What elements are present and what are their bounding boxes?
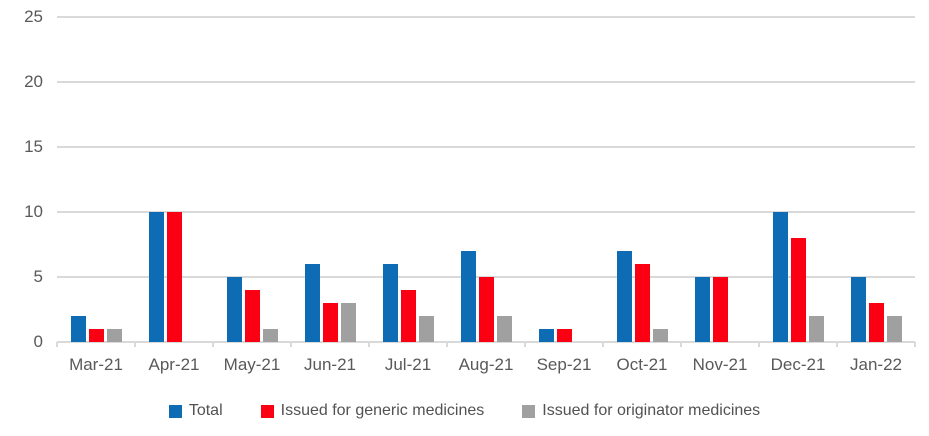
x-axis-category-label-nov-21: Nov-21 bbox=[692, 355, 748, 374]
bar-issued-aug-21 bbox=[478, 277, 494, 342]
bar-issued-mar-21 bbox=[106, 329, 122, 342]
legend-item-total: Total bbox=[168, 402, 223, 420]
y-axis-tick-label-25: 25 bbox=[24, 7, 43, 26]
legend-swatch-issued-icon bbox=[522, 404, 536, 418]
x-axis-category-label-jun-21: Jun-21 bbox=[304, 355, 356, 374]
x-axis-category-label-dec-21: Dec-21 bbox=[770, 355, 826, 374]
bar-issued-dec-21 bbox=[790, 238, 806, 342]
bar-total-may-21 bbox=[226, 277, 242, 342]
bar-total-oct-21 bbox=[616, 251, 632, 342]
x-axis-category-label-oct-21: Oct-21 bbox=[616, 355, 668, 374]
x-axis-tick bbox=[836, 342, 838, 347]
y-axis-tick-label-5: 5 bbox=[33, 267, 43, 286]
x-axis-category-label-may-21: May-21 bbox=[223, 355, 281, 374]
x-axis-tick bbox=[134, 342, 136, 347]
legend-label-issued-for-originator-medicines: Issued for originator medicines bbox=[542, 402, 761, 419]
x-axis-category-label-sep-21: Sep-21 bbox=[536, 355, 592, 374]
x-axis-tick bbox=[758, 342, 760, 347]
bar-issued-apr-21 bbox=[166, 212, 182, 342]
bar-total-jun-21 bbox=[304, 264, 320, 342]
bar-total-mar-21 bbox=[70, 316, 86, 342]
bar-total-apr-21 bbox=[148, 212, 164, 342]
x-axis-tick bbox=[212, 342, 214, 347]
legend-swatch-issued-icon bbox=[260, 404, 274, 418]
gridline-20 bbox=[57, 81, 915, 83]
bar-issued-jul-21 bbox=[418, 316, 434, 342]
bar-issued-dec-21 bbox=[808, 316, 824, 342]
x-axis-category-label-aug-21: Aug-21 bbox=[458, 355, 514, 374]
x-axis-tick bbox=[446, 342, 448, 347]
x-axis-tick bbox=[56, 342, 58, 347]
bar-issued-jul-21 bbox=[400, 290, 416, 342]
legend: Total Issued for generic medicines Issued … bbox=[0, 402, 929, 420]
bar-total-dec-21 bbox=[772, 212, 788, 342]
legend-label-issued-for-generic-medicines: Issued for generic medicines bbox=[280, 402, 485, 419]
legend-item-issued-for-generic-medicines: Issued for generic medicines bbox=[260, 402, 485, 420]
x-axis-category-label-jan-22: Jan-22 bbox=[850, 355, 902, 374]
bar-issued-jun-21 bbox=[322, 303, 338, 342]
x-axis-tick bbox=[914, 342, 916, 347]
bar-issued-mar-21 bbox=[88, 329, 104, 342]
gridline-15 bbox=[57, 146, 915, 148]
y-axis-tick-label-0: 0 bbox=[33, 332, 43, 351]
bar-total-jan-22 bbox=[850, 277, 866, 342]
legend-label-total: Total bbox=[188, 402, 223, 419]
x-axis-tick bbox=[290, 342, 292, 347]
bar-issued-aug-21 bbox=[496, 316, 512, 342]
bar-total-jul-21 bbox=[382, 264, 398, 342]
bar-total-aug-21 bbox=[460, 251, 476, 342]
bar-issued-jun-21 bbox=[340, 303, 356, 342]
bar-issued-sep-21 bbox=[556, 329, 572, 342]
y-axis-tick-label-15: 15 bbox=[24, 137, 43, 156]
bar-issued-oct-21 bbox=[634, 264, 650, 342]
bar-total-nov-21 bbox=[694, 277, 710, 342]
y-axis-tick-label-10: 10 bbox=[24, 202, 43, 221]
bar-issued-may-21 bbox=[262, 329, 278, 342]
x-axis-tick bbox=[680, 342, 682, 347]
gridline-10 bbox=[57, 211, 915, 213]
bar-issued-jan-22 bbox=[886, 316, 902, 342]
x-axis-tick bbox=[524, 342, 526, 347]
x-axis-tick bbox=[602, 342, 604, 347]
x-axis-category-label-jul-21: Jul-21 bbox=[384, 355, 432, 374]
y-axis-tick-label-20: 20 bbox=[24, 72, 43, 91]
x-axis-category-label-apr-21: Apr-21 bbox=[148, 355, 200, 374]
bar-issued-may-21 bbox=[244, 290, 260, 342]
x-axis-line bbox=[57, 341, 915, 343]
bar-total-sep-21 bbox=[538, 329, 554, 342]
bar-issued-nov-21 bbox=[712, 277, 728, 342]
bar-issued-oct-21 bbox=[652, 329, 668, 342]
x-axis-category-label-mar-21: Mar-21 bbox=[69, 355, 123, 374]
legend-swatch-total-icon bbox=[168, 404, 182, 418]
bar-issued-jan-22 bbox=[868, 303, 884, 342]
gridline-25 bbox=[57, 16, 915, 18]
legend-item-issued-for-originator-medicines: Issued for originator medicines bbox=[522, 402, 760, 420]
x-axis-tick bbox=[368, 342, 370, 347]
